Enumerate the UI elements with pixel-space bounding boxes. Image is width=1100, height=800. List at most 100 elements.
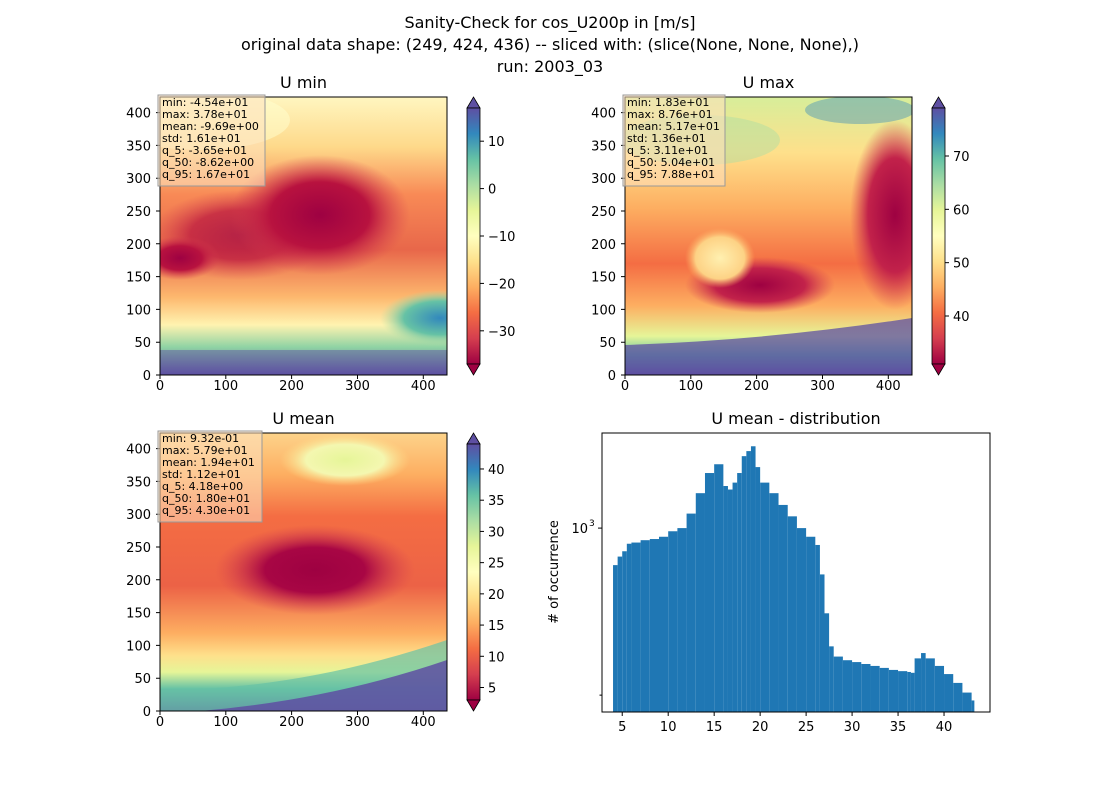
axes-frame — [624, 96, 913, 376]
histogram-bar — [640, 540, 650, 712]
y-tick-exponent: 3 — [589, 519, 595, 529]
stats-box: min: 9.32e-01 max: 5.79e+01 mean: 1.94e+… — [157, 430, 263, 523]
y-tick-label: 300 — [126, 172, 151, 187]
colorbar-gradient — [931, 107, 946, 365]
histogram-bar — [787, 516, 797, 712]
panel-u-min: U min 0 100 200 300 400 0 50 100 150 200… — [126, 73, 515, 394]
y-axis-label: # of occurrence — [547, 520, 562, 624]
x-axis: 0 100 200 300 400 — [156, 711, 436, 730]
y-tick-label: 50 — [134, 336, 151, 351]
x-tick-label: 35 — [890, 720, 907, 735]
x-tick-label: 15 — [706, 720, 723, 735]
colorbar-tick-label: −30 — [488, 325, 515, 340]
colorbar-tick-label: 10 — [488, 135, 505, 150]
histogram-bar — [755, 467, 761, 712]
heatmap-image — [625, 97, 912, 375]
x-tick-label: 100 — [213, 715, 238, 730]
histogram-bar — [746, 451, 751, 712]
histogram-bar — [907, 671, 911, 712]
histogram-bar — [677, 528, 687, 712]
y-tick-label: 0 — [143, 705, 151, 720]
y-tick-label: 50 — [599, 336, 616, 351]
colorbar-extend-min — [466, 363, 481, 376]
y-tick-label: 250 — [591, 205, 616, 220]
panel-title: U mean - distribution — [711, 409, 880, 428]
colorbar-tick-label: 40 — [953, 310, 970, 325]
stat-line: q_95: 7.88e+01 — [627, 168, 715, 181]
x-tick-label: 30 — [844, 720, 861, 735]
x-axis: 0 100 200 300 400 — [621, 375, 901, 394]
colorbar-tick-label: 20 — [488, 588, 505, 603]
colorbar-tick-label: 5 — [488, 682, 496, 697]
x-tick-label: 20 — [752, 720, 769, 735]
y-tick-label: 0 — [143, 369, 151, 384]
colorbar-extend-max — [466, 96, 481, 109]
y-tick-label: 400 — [126, 443, 151, 458]
histogram-bar — [806, 536, 816, 712]
y-tick-label: 400 — [126, 107, 151, 122]
histogram-bar — [944, 674, 954, 712]
colorbar-tick-label: −20 — [488, 277, 515, 292]
x-axis: 5 10 15 20 25 30 35 40 — [618, 712, 952, 735]
y-axis: 0 50 100 150 200 250 300 350 400 — [591, 107, 625, 384]
heatmap-image — [160, 433, 447, 711]
x-tick-label: 100 — [678, 379, 703, 394]
stat-line: max: 5.79e+01 — [162, 444, 248, 457]
y-tick-label: 10 — [571, 522, 588, 537]
histogram-bar — [649, 539, 660, 712]
x-tick-label: 300 — [345, 715, 370, 730]
colorbar-tick-label: 60 — [953, 203, 970, 218]
histogram-bar — [622, 551, 627, 712]
histogram-bar — [921, 653, 926, 712]
y-tick-label: 200 — [126, 574, 151, 589]
stat-line: q_50: 1.80e+01 — [162, 492, 250, 505]
histogram-bar — [833, 656, 843, 712]
x-tick-label: 400 — [411, 715, 436, 730]
y-tick-label: 0 — [608, 369, 616, 384]
panel-u-max: U max 0 100 200 300 400 0 50 100 150 200… — [591, 73, 969, 394]
x-tick-label: 0 — [156, 715, 164, 730]
histogram-bar — [953, 682, 963, 712]
histogram-bar — [852, 662, 862, 712]
colorbar-tick-label: 0 — [488, 183, 496, 198]
histogram-bar — [925, 658, 935, 712]
colorbar-gradient — [466, 443, 481, 701]
stat-line: min: 1.83e+01 — [627, 96, 709, 109]
histogram-bar — [631, 542, 641, 712]
histogram-bar — [695, 493, 705, 712]
colorbar: 70 60 50 40 — [931, 96, 970, 376]
stat-line: q_5: -3.65e+01 — [162, 144, 247, 157]
panel-title: U min — [280, 73, 327, 92]
figure-title-line-1: Sanity-Check for cos_U200p in [m/s] — [404, 13, 695, 33]
stat-line: max: 3.78e+01 — [162, 108, 248, 121]
x-axis: 0 100 200 300 400 — [156, 375, 436, 394]
stat-line: std: 1.61e+01 — [162, 132, 241, 145]
stat-line: q_50: 5.04e+01 — [627, 156, 715, 169]
colorbar-tick-label: 35 — [488, 494, 505, 509]
y-axis: 0 50 100 150 200 250 300 350 400 — [126, 443, 160, 720]
panel-title: U mean — [272, 409, 334, 428]
colorbar-tick-label: 70 — [953, 150, 970, 165]
histogram-bar — [732, 482, 738, 712]
colorbar-tick-label: 10 — [488, 650, 505, 665]
histogram-bar — [737, 473, 742, 712]
histogram-bar — [842, 660, 853, 712]
histogram-bar — [626, 543, 632, 712]
x-tick-label: 10 — [660, 720, 677, 735]
y-tick-label: 300 — [126, 508, 151, 523]
y-tick-label: 350 — [126, 475, 151, 490]
stat-line: mean: -9.69e+00 — [162, 120, 259, 133]
y-tick-label: 200 — [126, 238, 151, 253]
x-tick-label: 200 — [279, 715, 304, 730]
y-tick-label: 100 — [126, 303, 151, 318]
histogram-bar — [668, 531, 678, 712]
colorbar-tick-label: −10 — [488, 230, 515, 245]
x-tick-label: 100 — [213, 379, 238, 394]
stat-line: min: -4.54e+01 — [162, 96, 248, 109]
histogram-bar — [962, 692, 972, 712]
figure-title-line-3: run: 2003_03 — [497, 57, 603, 77]
y-tick-label: 100 — [591, 303, 616, 318]
y-tick-label: 150 — [126, 607, 151, 622]
colorbar: 40 35 30 25 20 15 10 5 — [466, 432, 505, 712]
stat-line: min: 9.32e-01 — [162, 432, 239, 445]
